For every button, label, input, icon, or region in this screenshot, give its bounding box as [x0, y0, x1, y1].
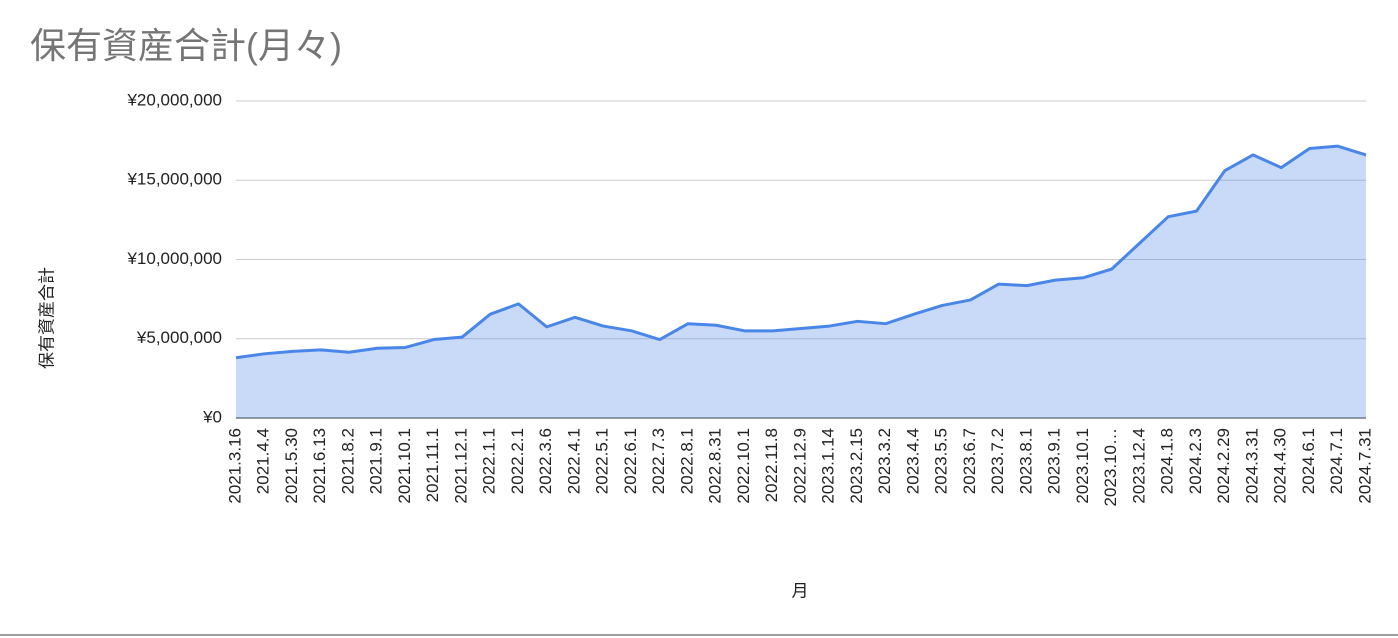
- x-tick-label: 2023.3.2: [875, 428, 894, 494]
- x-tick-label: 2022.10.1: [734, 428, 753, 504]
- x-tick-label: 2021.12.1: [451, 428, 470, 504]
- x-tick-label: 2023.7.2: [988, 428, 1007, 494]
- x-tick-label: 2023.9.1: [1045, 428, 1064, 494]
- x-tick-label: 2021.3.16: [225, 428, 244, 504]
- y-tick-label: ¥10,000,000: [126, 249, 222, 268]
- x-tick-label: 2021.9.1: [367, 428, 386, 494]
- area-fill: [236, 146, 1366, 419]
- x-tick-label: 2024.7.1: [1327, 428, 1346, 494]
- y-tick-label: ¥15,000,000: [126, 170, 222, 189]
- x-tick-label: 2023.4.4: [903, 428, 922, 494]
- x-tick-label: 2021.6.13: [310, 428, 329, 504]
- x-tick-label: 2023.1.14: [819, 428, 838, 504]
- y-tick-label: ¥0: [202, 407, 222, 426]
- y-tick-label: ¥5,000,000: [136, 328, 222, 347]
- chart-title: 保有資産合計(月々): [30, 25, 342, 66]
- x-tick-label: 2024.2.3: [1186, 428, 1205, 494]
- x-axis-label: 月: [792, 581, 809, 600]
- y-axis-label: 保有資産合計: [37, 267, 56, 369]
- x-tick-label: 2022.3.6: [536, 428, 555, 494]
- x-tick-label: 2021.10.1: [395, 428, 414, 504]
- x-tick-label: 2021.4.4: [254, 428, 273, 494]
- x-tick-label: 2024.4.30: [1271, 428, 1290, 504]
- x-tick-label: 2022.5.1: [593, 428, 612, 494]
- x-tick-label: 2024.1.8: [1158, 428, 1177, 494]
- x-tick-label: 2023.10.1: [1073, 428, 1092, 504]
- area-line: [235, 144, 1367, 360]
- x-tick-label: 2024.2.29: [1214, 428, 1233, 504]
- x-tick-label: 2022.12.9: [790, 428, 809, 504]
- x-tick-label: 2022.7.3: [649, 428, 668, 494]
- x-tick-label: 2023.10…: [1101, 428, 1120, 506]
- x-tick-label: 2021.11.1: [423, 428, 442, 502]
- x-tick-label: 2024.7.31: [1355, 428, 1374, 504]
- x-tick-label: 2022.11.8: [762, 428, 781, 502]
- x-tick-label: 2022.8.1: [677, 428, 696, 494]
- x-tick-label: 2022.1.1: [480, 428, 499, 494]
- x-tick-label: 2022.8.31: [706, 428, 725, 504]
- x-tick-label: 2024.3.31: [1242, 428, 1261, 504]
- x-tick-label: 2021.5.30: [282, 428, 301, 504]
- x-tick-label: 2024.6.1: [1299, 428, 1318, 494]
- x-tick-label: 2023.2.15: [847, 428, 866, 504]
- x-tick-label: 2021.8.2: [338, 428, 357, 494]
- x-tick-label: 2023.5.5: [932, 428, 951, 494]
- x-tick-label: 2022.6.1: [621, 428, 640, 494]
- x-tick-label: 2023.6.7: [960, 428, 979, 494]
- y-tick-label: ¥20,000,000: [126, 90, 222, 109]
- x-tick-label: 2023.8.1: [1016, 428, 1035, 494]
- x-tick-label: 2023.12.4: [1129, 428, 1148, 504]
- x-tick-label: 2022.2.1: [508, 428, 527, 494]
- x-tick-label: 2022.4.1: [564, 428, 583, 494]
